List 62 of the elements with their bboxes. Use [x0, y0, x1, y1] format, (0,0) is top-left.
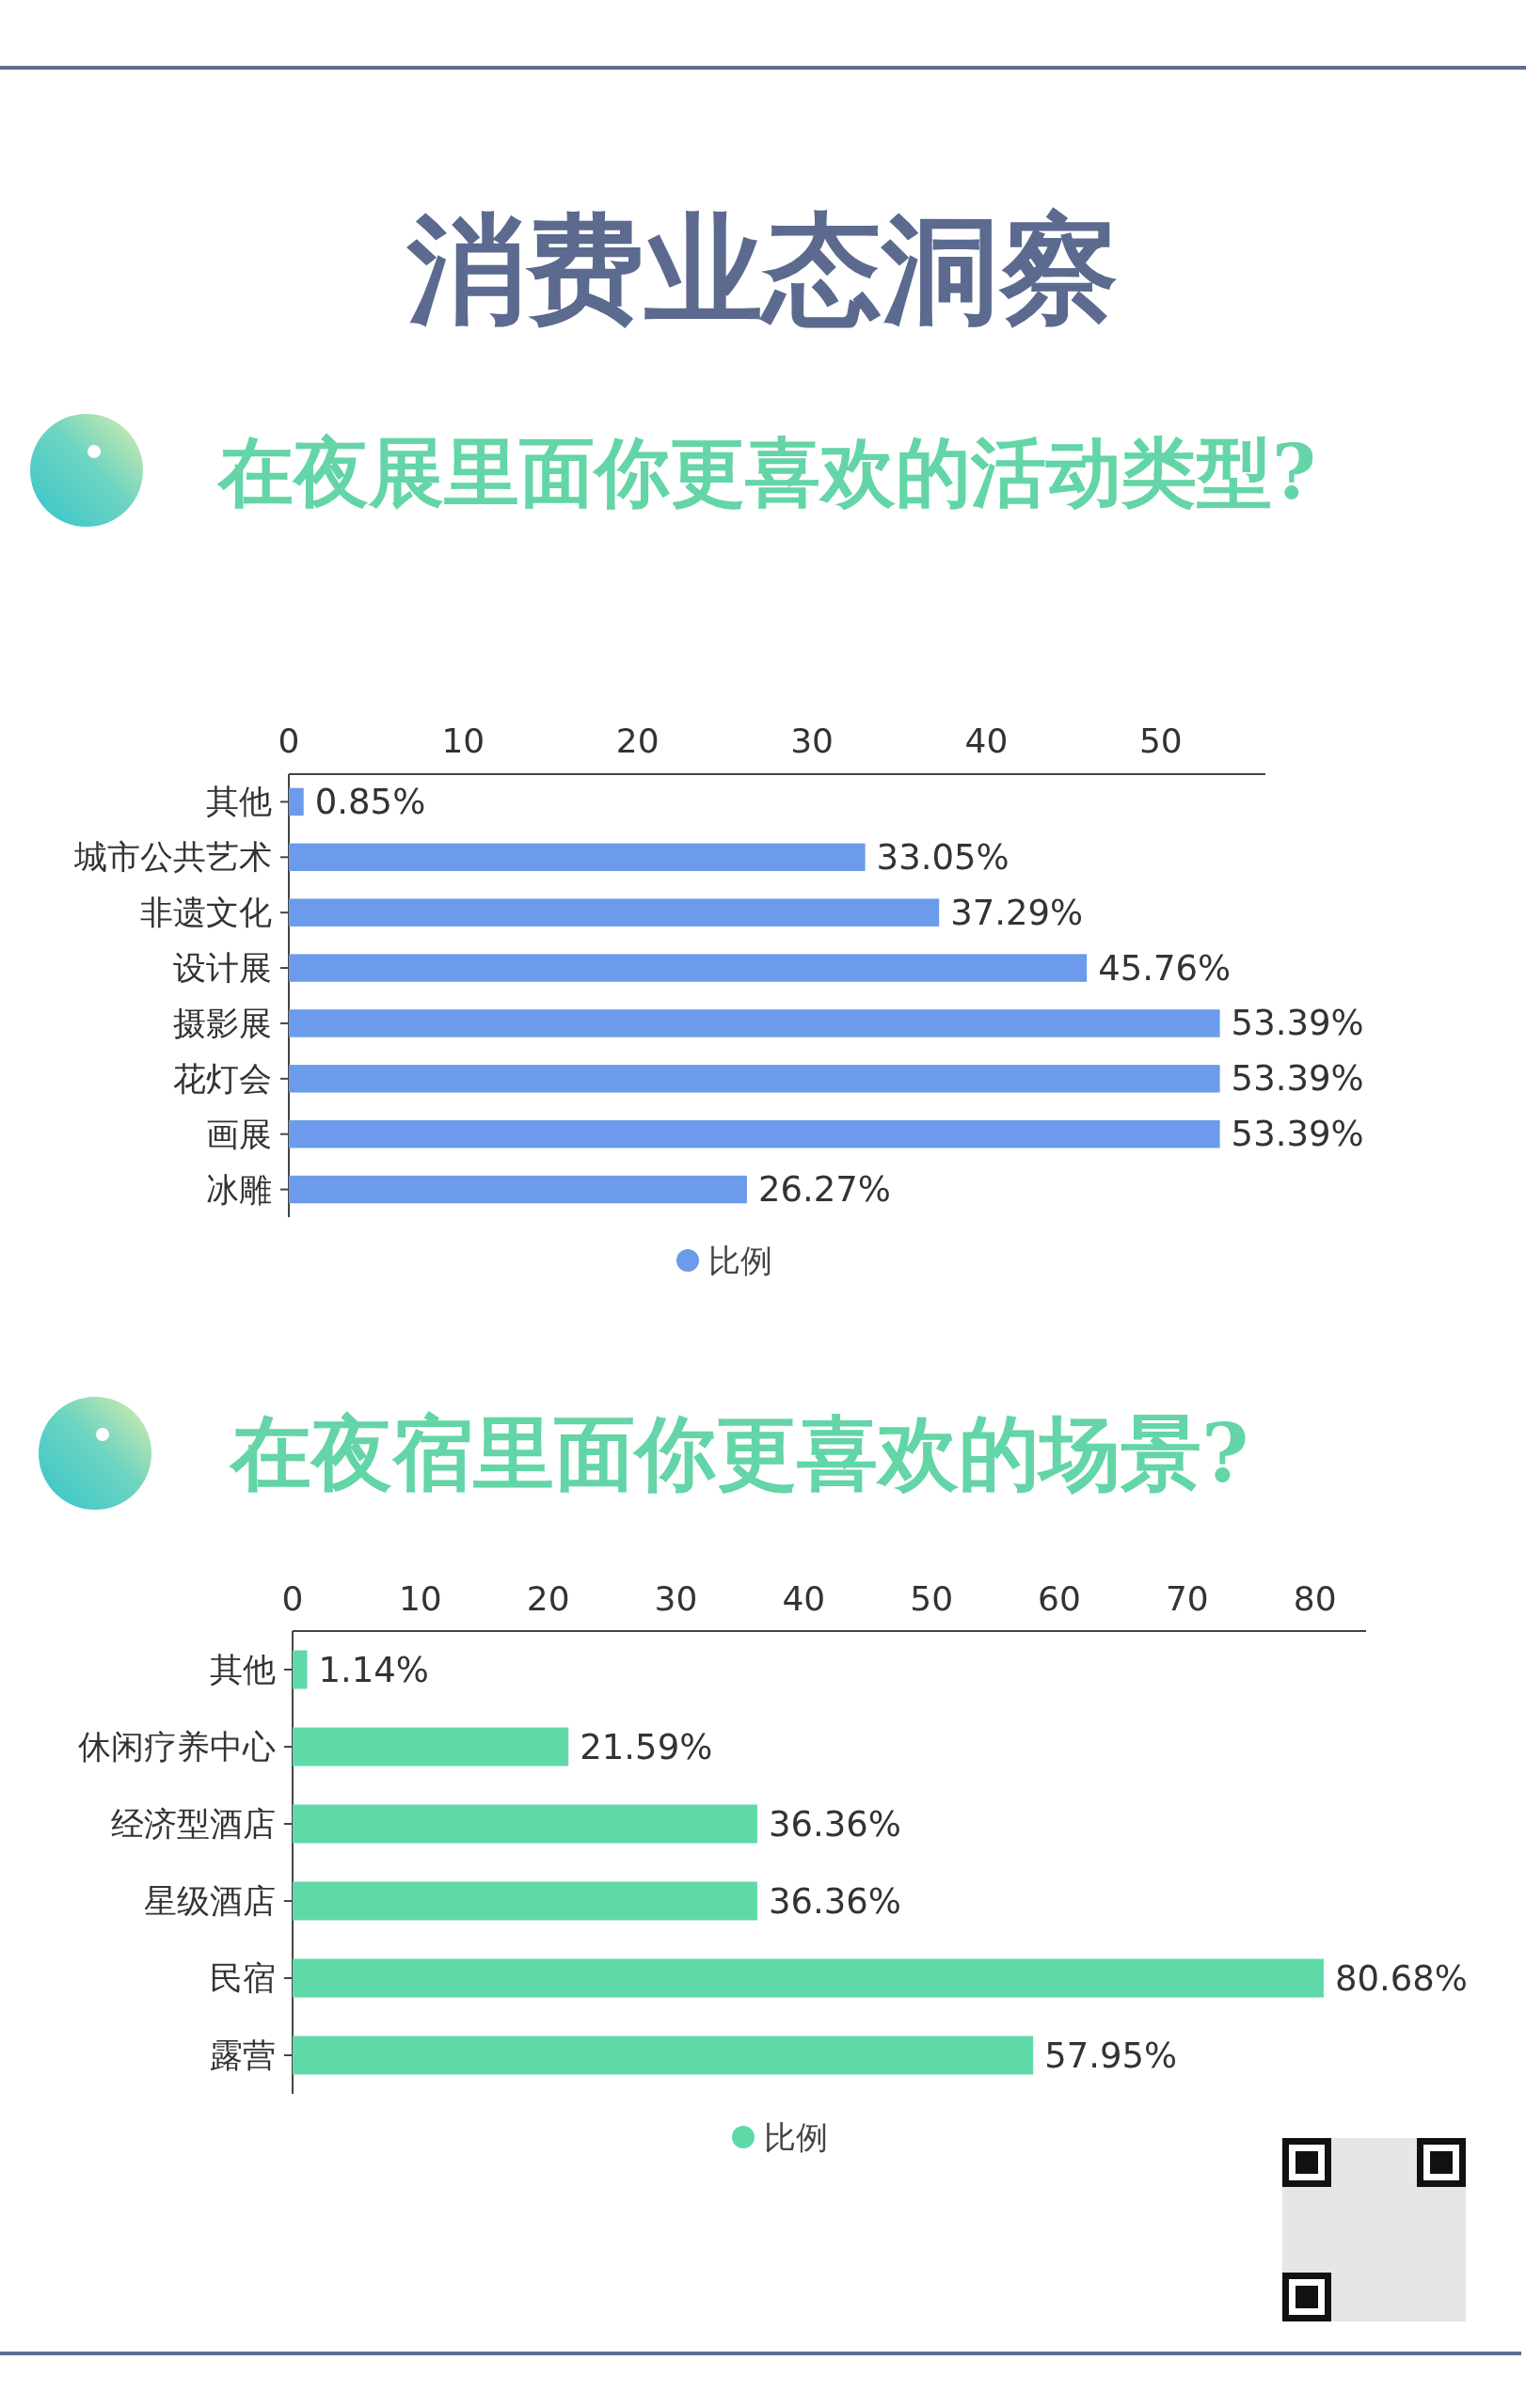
- x-tick-label: 10: [441, 721, 485, 760]
- data-label: 80.68%: [1334, 1957, 1468, 1999]
- y-tick-label: 经济型酒店: [111, 1805, 276, 1843]
- bar: [293, 1958, 1324, 1998]
- data-label: 37.29%: [950, 892, 1084, 933]
- bar: [289, 787, 304, 816]
- y-tick-label: 其他: [210, 1651, 276, 1688]
- y-tick-label: 非遗文化: [140, 894, 272, 932]
- x-tick-label: 20: [526, 1579, 570, 1618]
- bar: [293, 2036, 1034, 2075]
- bar: [293, 1881, 757, 1921]
- x-tick-label: 0: [281, 1579, 304, 1618]
- y-tick-label: 民宿: [210, 1959, 276, 1997]
- bar: [289, 1175, 747, 1204]
- legend-label: 比例: [764, 2118, 828, 2156]
- data-label: 33.05%: [876, 836, 1009, 878]
- y-tick-label: 冰雕: [206, 1170, 272, 1209]
- data-label: 53.39%: [1231, 1003, 1364, 1044]
- chart-subtitle: 在夜展里面你更喜欢的活动类型?: [216, 428, 1316, 516]
- x-tick-label: 50: [1138, 721, 1183, 760]
- bar: [289, 1119, 1220, 1149]
- data-label: 26.27%: [757, 1169, 892, 1211]
- y-tick-label: 星级酒店: [144, 1882, 276, 1920]
- chart-title: 消费业态洞察: [406, 199, 1119, 339]
- x-tick-label: 10: [398, 1579, 442, 1618]
- data-label: 53.39%: [1231, 1058, 1364, 1100]
- bar: [289, 954, 1088, 982]
- y-tick-label: 休闲疗养中心: [78, 1728, 276, 1766]
- y-tick-label: 画展: [206, 1115, 272, 1153]
- data-label: 53.39%: [1231, 1114, 1364, 1155]
- y-tick-label: 设计展: [173, 949, 272, 988]
- data-label: 0.85%: [314, 781, 426, 822]
- x-tick-label: 20: [615, 721, 660, 760]
- y-tick-label: 露营: [210, 2036, 276, 2074]
- x-tick-label: 0: [278, 721, 300, 760]
- y-tick-label: 摄影展: [173, 1004, 272, 1042]
- bar: [293, 1727, 569, 1766]
- bar: [289, 843, 866, 872]
- data-label: 45.76%: [1098, 947, 1232, 989]
- x-tick-label: 80: [1293, 1579, 1337, 1618]
- x-tick-label: 40: [964, 721, 1009, 760]
- legend-label: 比例: [708, 1242, 772, 1279]
- y-tick-label: 花灯会: [173, 1059, 272, 1098]
- data-label: 1.14%: [318, 1649, 430, 1690]
- bar: [289, 1065, 1220, 1093]
- y-tick-label: 其他: [206, 783, 272, 821]
- x-tick-label: 50: [910, 1579, 954, 1618]
- data-label: 57.95%: [1044, 2035, 1178, 2076]
- bar: [293, 1804, 757, 1844]
- x-tick-label: 30: [790, 721, 834, 760]
- y-tick-label: 城市公共艺术: [73, 838, 272, 877]
- bar: [289, 898, 940, 927]
- x-tick-label: 60: [1038, 1579, 1081, 1618]
- x-tick-label: 30: [654, 1579, 698, 1618]
- bar: [289, 1009, 1220, 1038]
- x-tick-label: 70: [1165, 1579, 1209, 1618]
- data-label: 21.59%: [580, 1726, 713, 1767]
- chart-title: 在夜宿里面你更喜欢的场景?: [229, 1405, 1249, 1500]
- x-tick-label: 40: [782, 1579, 826, 1618]
- data-label: 36.36%: [768, 1803, 901, 1845]
- bar: [293, 1650, 308, 1689]
- data-label: 36.36%: [768, 1880, 901, 1922]
